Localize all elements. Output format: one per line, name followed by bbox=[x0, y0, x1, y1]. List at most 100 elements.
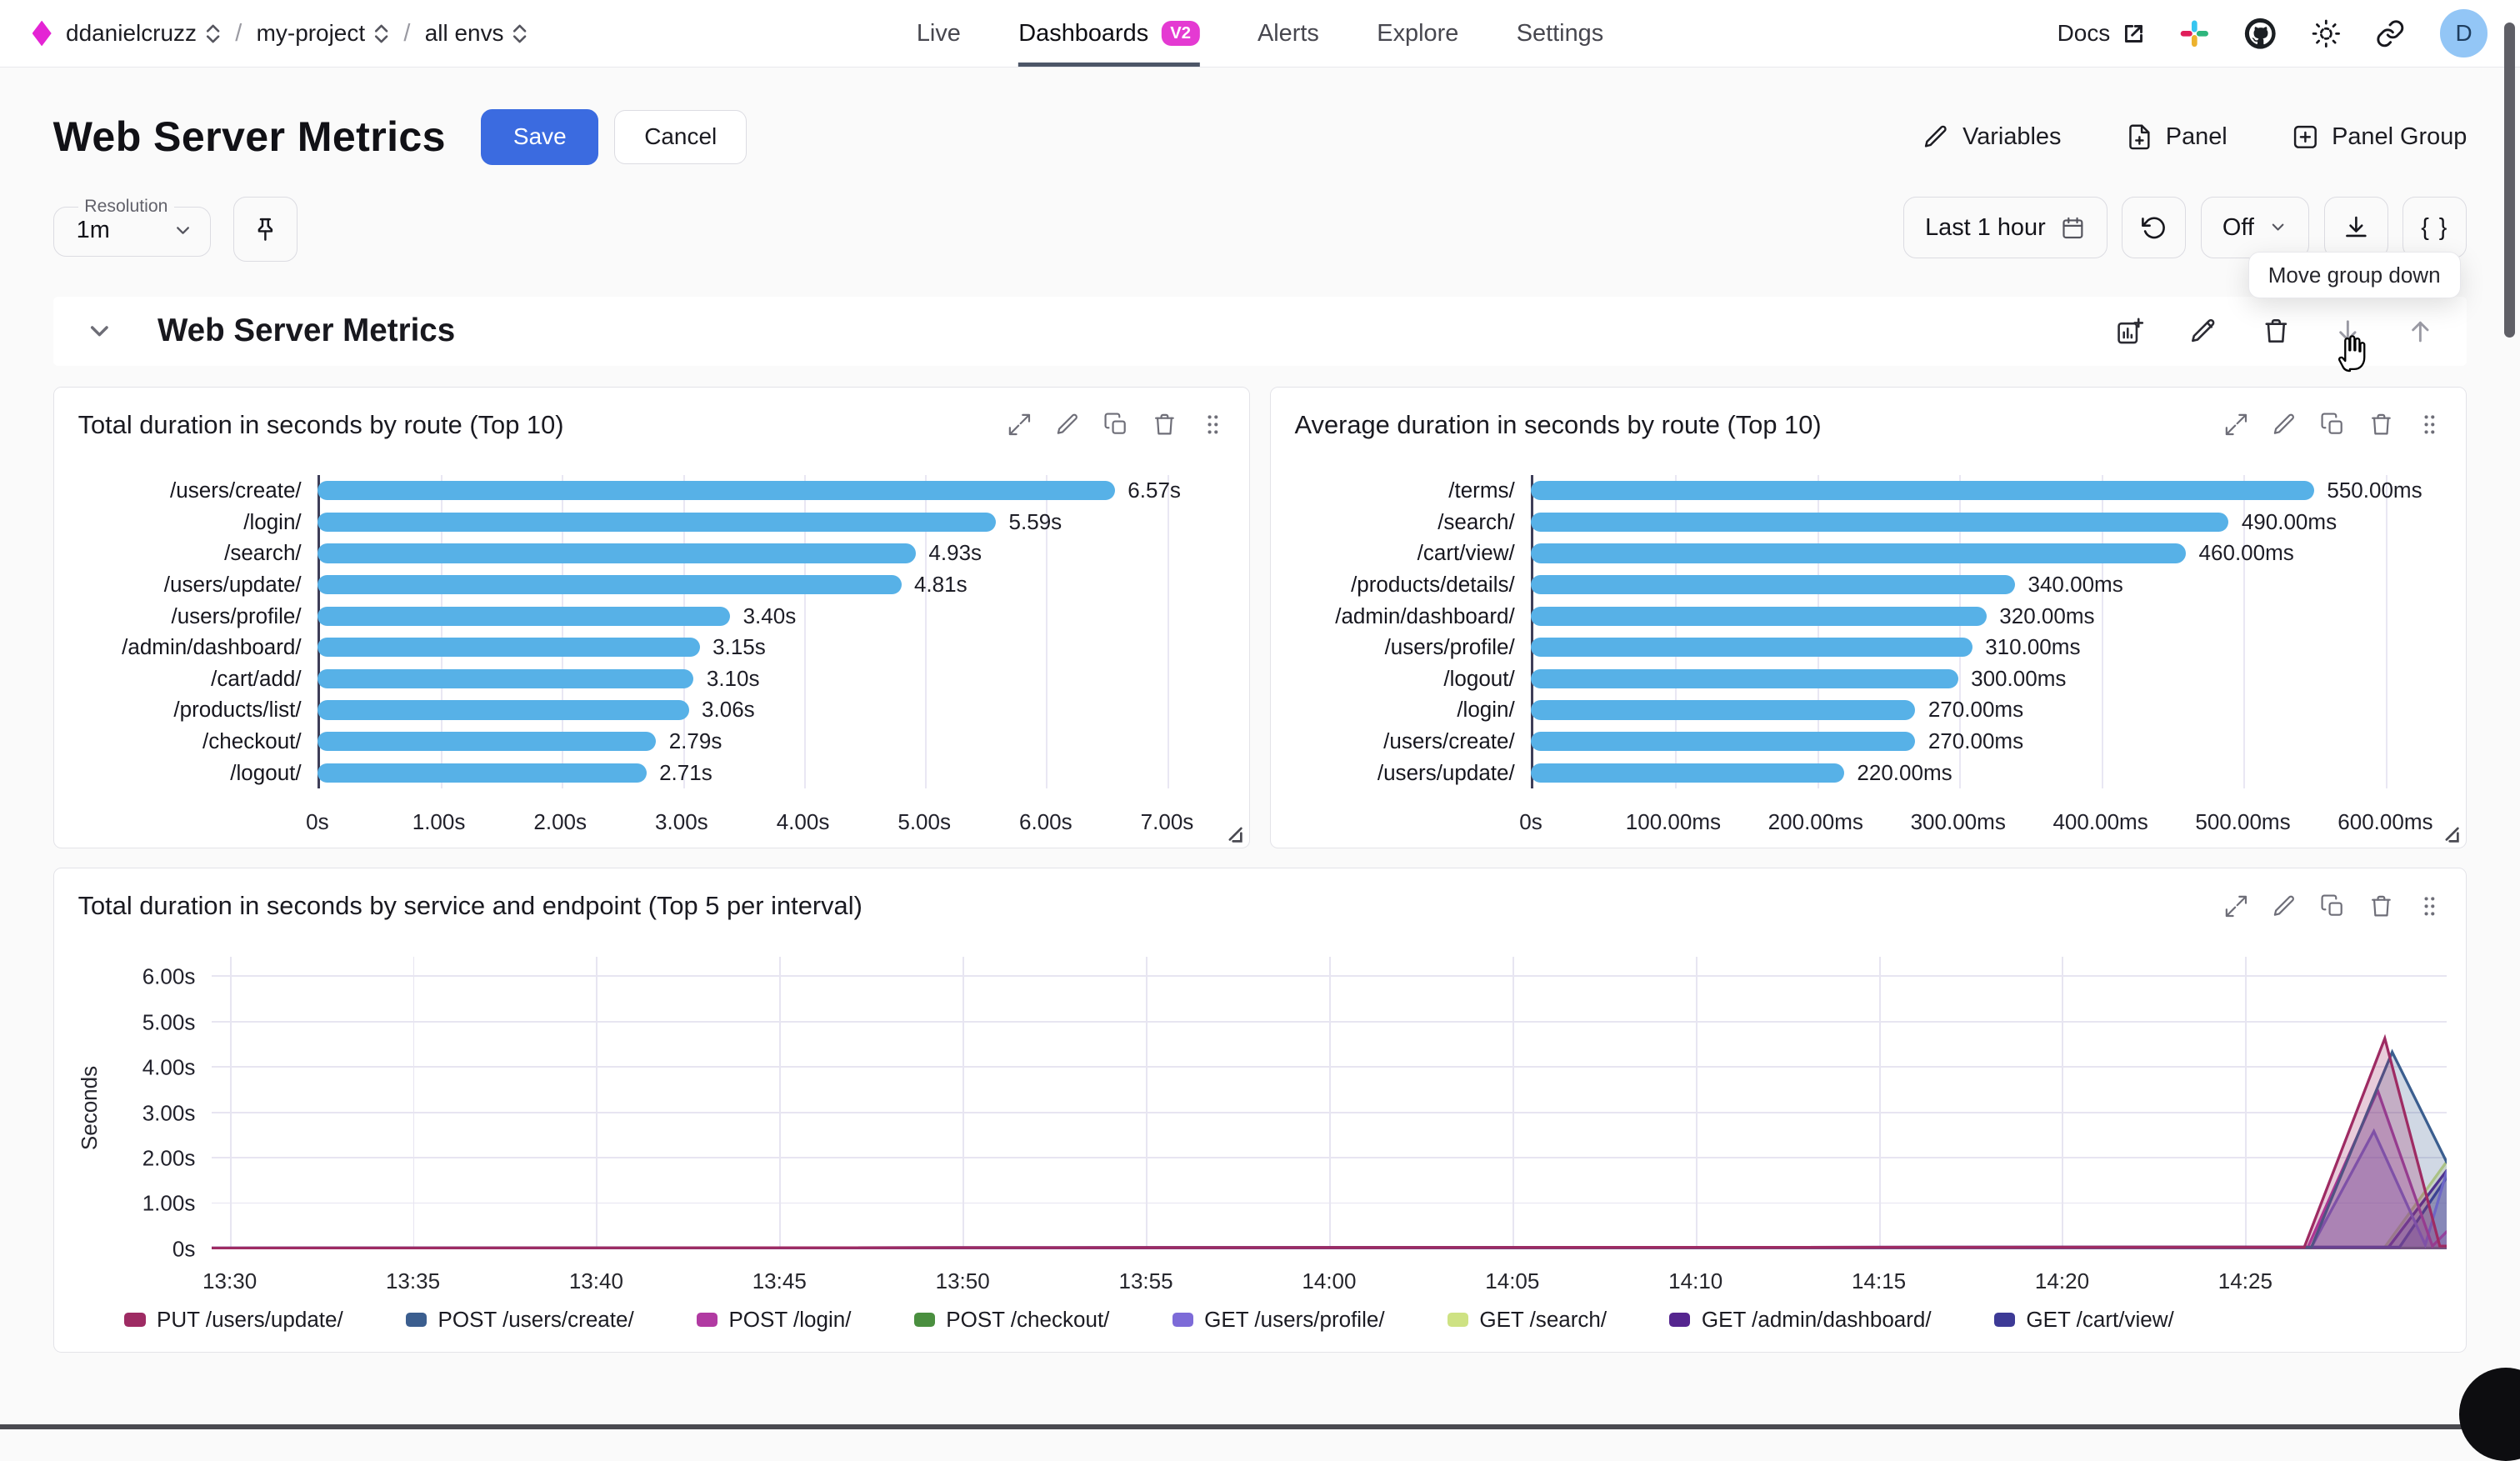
legend-item[interactable]: GET /search/ bbox=[1448, 1307, 1607, 1333]
copy-icon[interactable] bbox=[2320, 412, 2346, 438]
expand-icon[interactable] bbox=[2223, 412, 2249, 438]
resolution-value: 1m bbox=[77, 217, 110, 244]
json-config-button[interactable]: { } bbox=[2402, 197, 2467, 258]
bar[interactable] bbox=[1531, 607, 1987, 626]
bar[interactable] bbox=[1531, 669, 1958, 688]
edit-icon[interactable] bbox=[2272, 412, 2298, 438]
bar[interactable] bbox=[318, 543, 916, 563]
legend-item[interactable]: GET /users/profile/ bbox=[1172, 1307, 1385, 1333]
avatar[interactable]: D bbox=[2440, 9, 2488, 58]
download-button[interactable] bbox=[2324, 197, 2388, 258]
theme-sun-icon[interactable] bbox=[2311, 18, 2342, 49]
tab-explore[interactable]: Explore bbox=[1377, 0, 1458, 67]
legend-item[interactable]: POST /login/ bbox=[697, 1307, 852, 1333]
file-plus-icon bbox=[2126, 123, 2153, 151]
bar[interactable] bbox=[318, 513, 996, 532]
edit-icon[interactable] bbox=[2272, 893, 2298, 919]
x-tick-label: 0s bbox=[306, 809, 328, 835]
drag-handle-icon[interactable] bbox=[2417, 893, 2442, 919]
resolution-label: Resolution bbox=[78, 197, 175, 217]
save-button[interactable]: Save bbox=[481, 109, 598, 165]
share-link-icon[interactable] bbox=[2375, 18, 2406, 49]
legend-item[interactable]: GET /cart/view/ bbox=[1994, 1307, 2174, 1333]
resolution-select[interactable]: Resolution 1m bbox=[53, 197, 211, 257]
bar-chart-average-duration: /terms/550.00ms/search/490.00ms/cart/vie… bbox=[1271, 453, 2467, 848]
bar[interactable] bbox=[318, 732, 656, 751]
tab-alerts[interactable]: Alerts bbox=[1258, 0, 1319, 67]
delete-icon[interactable] bbox=[2368, 893, 2394, 919]
bar[interactable] bbox=[1531, 763, 1844, 783]
resize-handle-icon[interactable] bbox=[1227, 827, 1242, 843]
bar-value-label: 220.00ms bbox=[1857, 760, 1952, 786]
add-panel-group-button[interactable]: Panel Group bbox=[2292, 123, 2468, 151]
bar[interactable] bbox=[1531, 700, 1915, 719]
expand-icon[interactable] bbox=[1007, 412, 1032, 438]
bar[interactable] bbox=[1531, 543, 2186, 563]
edit-group-icon[interactable] bbox=[2189, 317, 2218, 346]
move-group-down-icon[interactable] bbox=[2333, 317, 2362, 346]
delete-group-icon[interactable] bbox=[2262, 317, 2291, 346]
bar[interactable] bbox=[1531, 481, 2314, 500]
resize-handle-icon[interactable] bbox=[2443, 827, 2459, 843]
legend-item[interactable]: POST /users/create/ bbox=[406, 1307, 634, 1333]
legend-item[interactable]: GET /admin/dashboard/ bbox=[1669, 1307, 1931, 1333]
bar-row: /products/details/340.00ms bbox=[1290, 569, 2457, 601]
edit-icon[interactable] bbox=[1055, 412, 1081, 438]
bar[interactable] bbox=[318, 607, 730, 626]
plot-area[interactable] bbox=[212, 957, 2448, 1249]
x-tick-label: 2.00s bbox=[533, 809, 587, 835]
cancel-button[interactable]: Cancel bbox=[614, 110, 746, 164]
docs-link[interactable]: Docs bbox=[2058, 20, 2146, 47]
title-row: Web Server Metrics Save Cancel Variables… bbox=[53, 109, 2468, 165]
tab-dashboards[interactable]: Dashboards V2 bbox=[1018, 0, 1199, 67]
time-range-button[interactable]: Last 1 hour bbox=[1903, 197, 2108, 258]
github-icon[interactable] bbox=[2243, 17, 2278, 51]
tab-live[interactable]: Live bbox=[917, 0, 961, 67]
bar[interactable] bbox=[318, 481, 1115, 500]
bar[interactable] bbox=[1531, 513, 2228, 532]
bar[interactable] bbox=[318, 638, 700, 657]
slack-icon[interactable] bbox=[2179, 18, 2210, 49]
move-group-up-icon[interactable] bbox=[2406, 317, 2435, 346]
bar[interactable] bbox=[1531, 638, 1972, 657]
breadcrumb-org[interactable]: ddanielcruzz bbox=[66, 20, 221, 47]
bar[interactable] bbox=[1531, 732, 1915, 751]
y-tick-label: 5.00s bbox=[142, 1009, 196, 1035]
bar-value-label: 270.00ms bbox=[1928, 728, 2023, 754]
auto-refresh-select[interactable]: Off bbox=[2201, 197, 2310, 258]
breadcrumb-env[interactable]: all envs bbox=[425, 20, 528, 47]
x-tick-label: 14:10 bbox=[1668, 1268, 1722, 1294]
bar-category-label: /checkout/ bbox=[73, 728, 318, 754]
legend-item[interactable]: PUT /users/update/ bbox=[124, 1307, 342, 1333]
bar[interactable] bbox=[318, 763, 647, 783]
bar-category-label: /products/details/ bbox=[1290, 572, 1531, 598]
breadcrumb-project[interactable]: my-project bbox=[257, 20, 389, 47]
bar-value-label: 6.57s bbox=[1128, 478, 1181, 503]
delete-icon[interactable] bbox=[1152, 412, 1178, 438]
refresh-button[interactable] bbox=[2122, 197, 2186, 258]
legend-item[interactable]: POST /checkout/ bbox=[914, 1307, 1110, 1333]
collapse-chevron-icon[interactable] bbox=[85, 317, 114, 346]
bar[interactable] bbox=[318, 700, 689, 719]
add-panel-button[interactable]: Panel bbox=[2126, 123, 2228, 151]
x-tick-label: 500.00ms bbox=[2195, 809, 2290, 835]
tab-settings-label: Settings bbox=[1517, 20, 1603, 48]
add-panel-to-group-icon[interactable] bbox=[2115, 316, 2146, 347]
y-tick-label: 3.00s bbox=[142, 1100, 196, 1126]
drag-handle-icon[interactable] bbox=[2417, 412, 2442, 438]
tab-settings[interactable]: Settings bbox=[1517, 0, 1603, 67]
pin-button[interactable] bbox=[233, 197, 298, 261]
page-scrollbar-thumb[interactable] bbox=[2504, 23, 2516, 338]
y-axis-ticks: 0s1.00s2.00s3.00s4.00s5.00s6.00s bbox=[112, 957, 212, 1249]
panel-actions bbox=[1007, 412, 1225, 438]
variables-button[interactable]: Variables bbox=[1922, 123, 2062, 151]
delete-icon[interactable] bbox=[2368, 412, 2394, 438]
floating-corner-button[interactable] bbox=[2459, 1368, 2520, 1461]
expand-icon[interactable] bbox=[2223, 893, 2249, 919]
bar[interactable] bbox=[1531, 575, 2015, 594]
drag-handle-icon[interactable] bbox=[1200, 412, 1226, 438]
bar[interactable] bbox=[318, 575, 902, 594]
copy-icon[interactable] bbox=[1103, 412, 1129, 438]
bar[interactable] bbox=[318, 669, 694, 688]
copy-icon[interactable] bbox=[2320, 893, 2346, 919]
